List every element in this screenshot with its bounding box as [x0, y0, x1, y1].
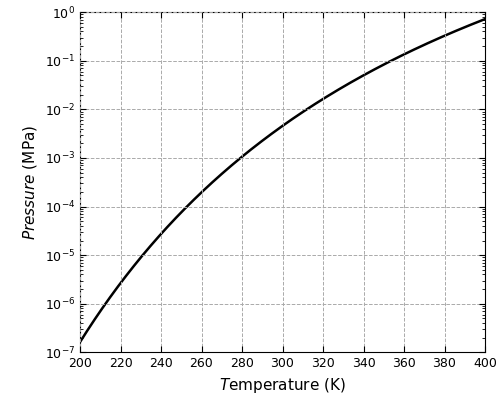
Y-axis label: $\mathit{Pressure}$ (MPa): $\mathit{Pressure}$ (MPa): [21, 125, 39, 240]
X-axis label: $\mathit{T}$emperature (K): $\mathit{T}$emperature (K): [219, 376, 346, 395]
